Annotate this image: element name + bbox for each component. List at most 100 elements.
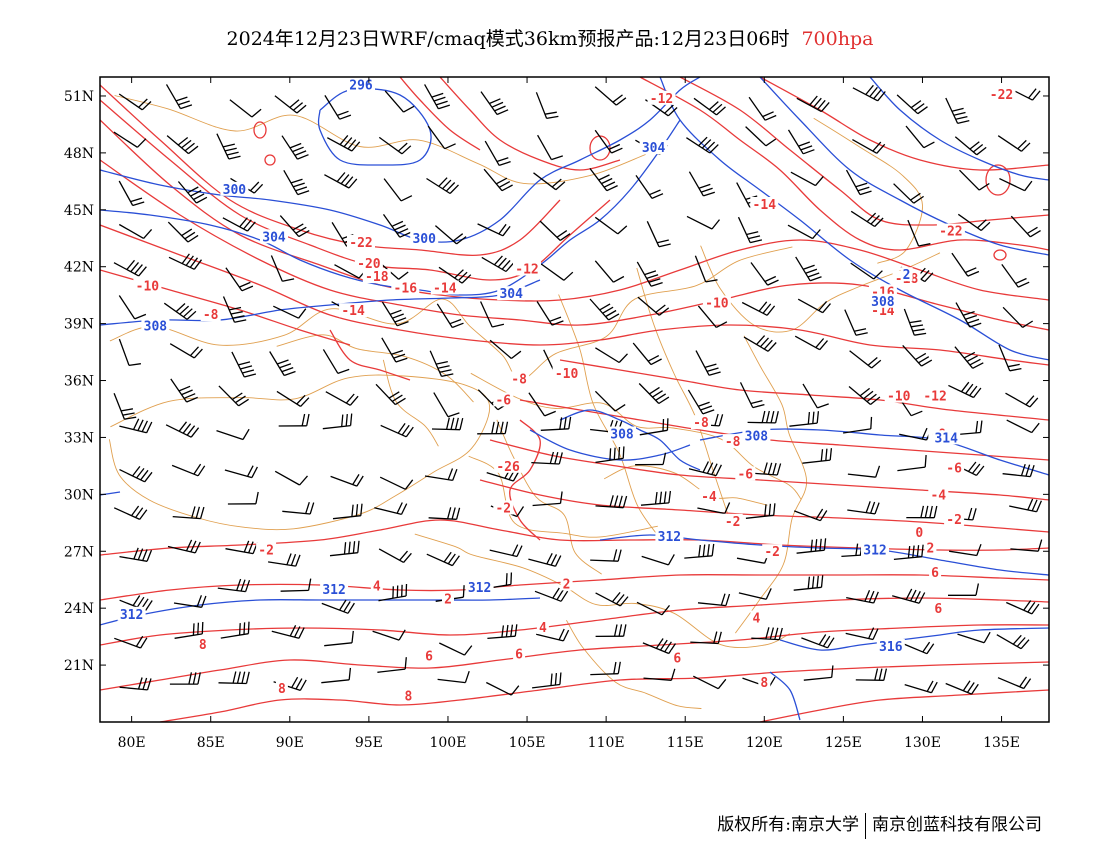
temperature-label-bg [722, 434, 743, 449]
wind-barb [118, 295, 147, 320]
wind-barb [635, 452, 667, 466]
wind-barb [119, 547, 153, 562]
temperature-label-bg [928, 487, 949, 502]
wind-barb [169, 672, 201, 685]
wind-barb [690, 631, 722, 645]
wind-barb [119, 677, 152, 691]
wind-barb [271, 625, 305, 639]
wind-barb [489, 339, 522, 360]
lat-label: 30N [64, 487, 94, 503]
wind-barb [697, 593, 731, 607]
temperature-label-bg [196, 637, 209, 652]
wind-barb [1005, 392, 1039, 408]
wind-barb [997, 135, 1031, 152]
wind-barb [439, 642, 473, 656]
temperature-label-bg [758, 675, 771, 690]
height-contour [100, 279, 541, 326]
wind-barb [229, 99, 262, 118]
temperature-label-bg [536, 620, 549, 634]
height-label: 312 [468, 581, 491, 596]
wind-barb [686, 136, 719, 154]
wind-barb [684, 543, 715, 559]
map-title: 2024年12月23日WRF/cmaq模式36km预报产品:12月23日06时 7… [0, 24, 1100, 51]
wind-barb [893, 183, 924, 204]
wind-barb [637, 296, 670, 316]
wind-barb [951, 252, 980, 277]
wind-barb [948, 381, 982, 399]
axis-ticks: 51N 48N 45N 42N 39N 36N 33N 30N 27N 24N 21N 80E 85E 9… [64, 77, 1049, 751]
wind-barb [165, 421, 200, 438]
wind-barb [751, 627, 783, 641]
wind-barb [216, 133, 241, 160]
height-label-bg [900, 267, 913, 282]
wind-barb [113, 259, 147, 277]
temperature-label: 2 [563, 577, 571, 592]
isotherm [439, 77, 621, 171]
wind-barb [641, 554, 675, 566]
temperature-label: -8 [203, 308, 219, 323]
lon-label: 115E [667, 735, 704, 751]
wind-barb [997, 676, 1032, 690]
wind-barb [738, 588, 772, 600]
wind-barb [481, 255, 515, 273]
height-label-bg [861, 542, 889, 557]
wind-barb [374, 502, 408, 516]
wind-barb [595, 495, 628, 509]
wind-barb [540, 416, 572, 431]
height-contour [659, 77, 1049, 361]
temperature-label-bg [691, 415, 711, 430]
wind-barb [384, 90, 415, 113]
wind-barb [330, 474, 364, 487]
wind-barb [902, 344, 933, 367]
company-text: 南京创蓝科技有限公司 [872, 815, 1042, 835]
wind-barb [855, 668, 888, 681]
wind-barb [852, 139, 886, 154]
wind-barb [163, 302, 197, 320]
isotherm [100, 597, 1049, 646]
wind-barb [795, 256, 822, 282]
lon-label: 100E [429, 735, 466, 751]
temperature-label-bg [987, 87, 1016, 101]
boundary-line [566, 619, 702, 709]
temperature-label: -22 [990, 88, 1013, 103]
height-label-bg [320, 582, 349, 597]
wind-barb [166, 135, 199, 155]
height-contour [869, 77, 1049, 181]
wind-barb [167, 221, 199, 243]
temperature-label-bg [560, 576, 573, 591]
height-label: 308 [871, 295, 895, 310]
wind-barb [749, 462, 782, 476]
lon-label: 90E [276, 735, 304, 751]
height-label-bg [497, 286, 526, 301]
temperature-label-bg [944, 511, 965, 526]
wind-barb [436, 303, 464, 329]
wind-barb [177, 181, 208, 204]
wind-barb [118, 180, 145, 207]
wind-barb [489, 544, 523, 558]
wind-barb [787, 224, 821, 240]
wind-barb [324, 630, 354, 647]
wind-barb [379, 476, 414, 490]
wind-barb [167, 539, 201, 554]
wind-barb [274, 470, 308, 486]
temperature-label-bg [702, 295, 731, 310]
lat-label: 21N [64, 658, 94, 674]
wind-barb [427, 125, 456, 150]
wind-barb [688, 461, 722, 477]
wind-barb [174, 621, 204, 639]
wind-barb [1002, 464, 1035, 478]
temperature-label-bg [884, 388, 913, 403]
isotherm [159, 661, 1049, 722]
wind-barb [693, 675, 727, 690]
boundary-line [414, 533, 791, 649]
wind-barb [424, 84, 451, 110]
wind-barb [377, 657, 407, 673]
wind-barb [594, 390, 626, 412]
height-label: 2 [903, 268, 911, 283]
temperature-label: 8 [760, 676, 768, 691]
wind-barb [999, 178, 1033, 192]
height-label-bg [655, 529, 684, 543]
height-label-bg [347, 77, 375, 92]
wind-barb [532, 491, 563, 507]
height-contour [100, 119, 681, 296]
